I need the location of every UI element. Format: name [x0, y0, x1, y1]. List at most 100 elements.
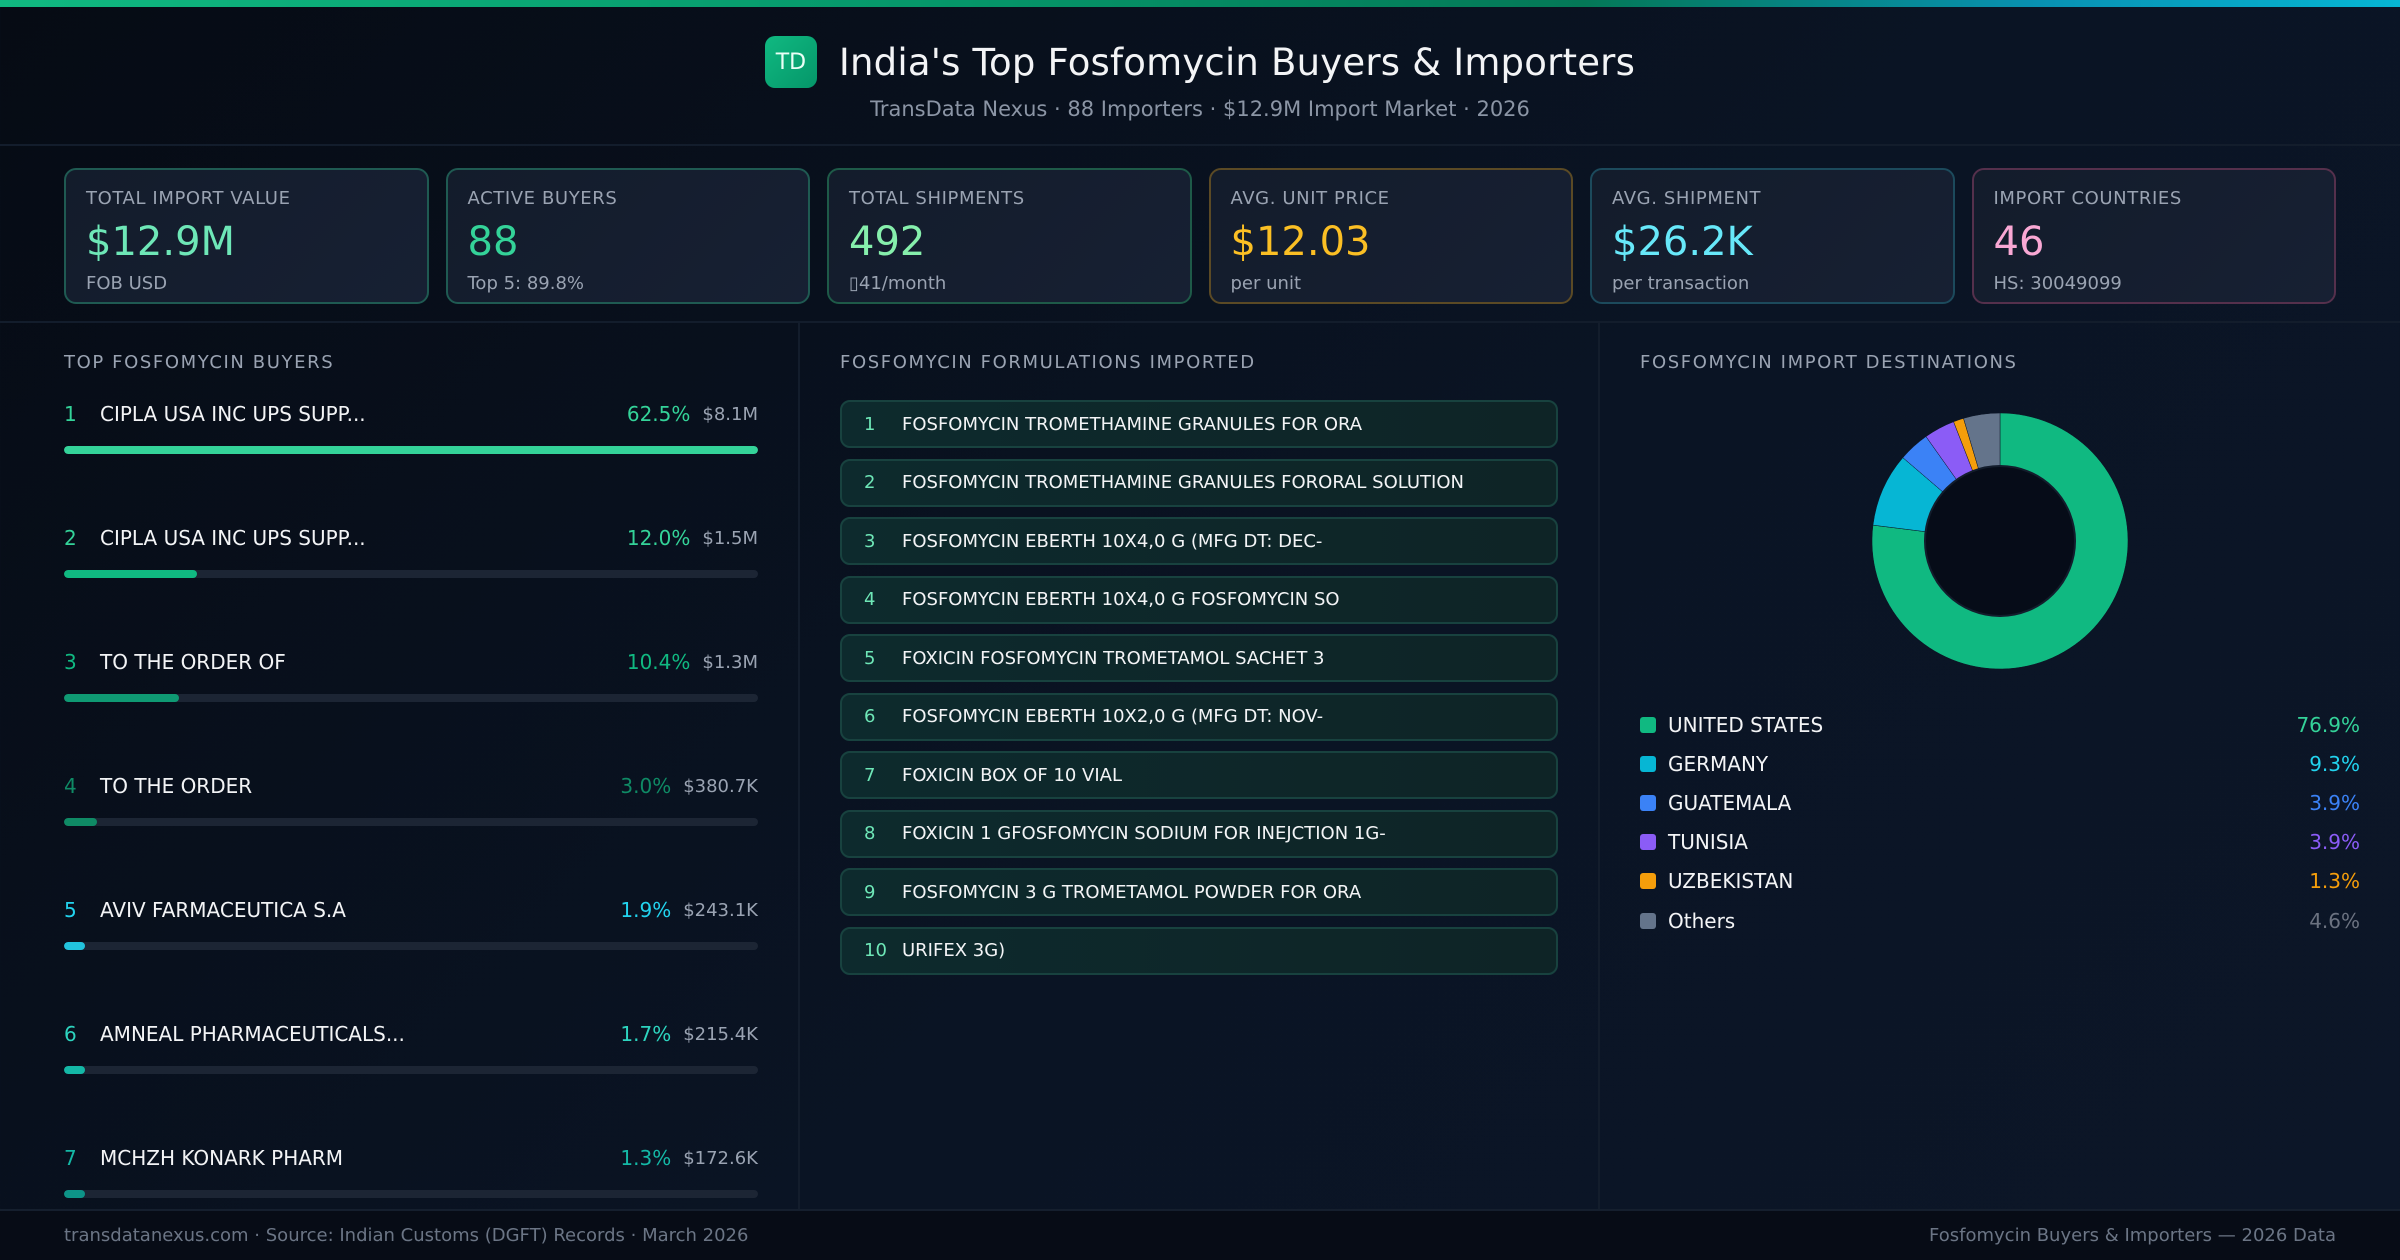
buyer-row[interactable]: 1 CIPLA USA INC UPS SUPP... 62.5% $8.1M — [64, 394, 758, 518]
legend-pct: 3.9% — [2309, 830, 2360, 855]
buyer-name: MCHZH KONARK PHARM — [100, 1146, 344, 1170]
kpi-label: ACTIVE BUYERS — [467, 188, 618, 209]
legend-swatch-icon — [1640, 873, 1656, 890]
kpi-label: IMPORT COUNTRIES — [1993, 188, 2182, 209]
formulation-name: FOSFOMYCIN TROMETHAMINE GRANULES FOR ORA — [902, 413, 1363, 435]
legend-country: UZBEKISTAN — [1668, 869, 1794, 894]
kpi-sub: Top 5: 89.8% — [467, 273, 585, 294]
formulation-name: FOSFOMYCIN EBERTH 10X2,0 G (MFG DT: NOV- — [902, 706, 1324, 727]
buyer-row[interactable]: 6 AMNEAL PHARMACEUTICALS... 1.7% $215.4K — [64, 1014, 758, 1138]
legend-swatch-icon — [1640, 755, 1656, 772]
legend-country: Others — [1668, 908, 1736, 933]
kpi-active-buyers: ACTIVE BUYERS 88 Top 5: 89.8% — [445, 168, 810, 304]
formulation-name: FOSFOMYCIN TROMETHAMINE GRANULES FORORAL… — [902, 472, 1464, 493]
buyer-share-pct: 12.0% — [626, 526, 691, 550]
formulation-item[interactable]: 6 FOSFOMYCIN EBERTH 10X2,0 G (MFG DT: NOV… — [840, 692, 1558, 741]
legend-pct: 4.6% — [2309, 908, 2360, 933]
kpi-label: TOTAL IMPORT VALUE — [86, 188, 291, 209]
legend-swatch-icon — [1640, 794, 1656, 811]
buyer-row-header: 3 TO THE ORDER OF 10.4% $1.3M — [64, 642, 758, 682]
buyers-list: 1 CIPLA USA INC UPS SUPP... 62.5% $8.1M 2 CIP… — [64, 394, 758, 1260]
buyer-share-bar-fill — [64, 942, 85, 950]
buyer-rank: 1 — [64, 402, 77, 426]
formulations-section-title: FOSFOMYCIN FORMULATIONS IMPORTED — [840, 352, 1256, 373]
buyer-row[interactable]: 2 CIPLA USA INC UPS SUPP... 12.0% $1.5M — [64, 518, 758, 642]
buyer-share-bar-fill — [64, 1066, 85, 1074]
legend-swatch-icon — [1640, 716, 1656, 733]
kpi-cards: TOTAL IMPORT VALUE $12.9M FOB USD ACTIVE… — [64, 168, 2336, 304]
buyer-name: AVIV FARMACEUTICA S.A — [100, 898, 346, 922]
kpi-sub: FOB USD — [86, 273, 168, 294]
legend-country: UNITED STATES — [1668, 712, 1824, 737]
legend-item[interactable]: GERMANY 9.3% — [1640, 744, 2360, 783]
formulation-name: FOSFOMYCIN EBERTH 10X4,0 G FOSFOMYCIN SO — [902, 589, 1340, 610]
legend-swatch-icon — [1640, 912, 1656, 929]
buyer-value: $380.7K — [683, 775, 758, 797]
buyer-rank: 4 — [64, 774, 77, 798]
formulation-item[interactable]: 3 FOSFOMYCIN EBERTH 10X4,0 G (MFG DT: DEC… — [840, 517, 1558, 565]
buyer-share-bar — [64, 446, 758, 454]
formulation-item[interactable]: 5 FOXICIN FOSFOMYCIN TROMETAMOL SACHET 3 — [840, 634, 1558, 682]
formulation-item[interactable]: 7 FOXICIN BOX OF 10 VIAL — [840, 751, 1558, 799]
formulation-item[interactable]: 8 FOXICIN 1 GFOSFOMYCIN SODIUM FOR INEJCT… — [840, 809, 1558, 858]
column-divider — [798, 323, 800, 1209]
buyer-row-header: 1 CIPLA USA INC UPS SUPP... 62.5% $8.1M — [64, 394, 758, 434]
buyer-value: $1.3M — [702, 651, 758, 673]
kpi-label: AVG. UNIT PRICE — [1230, 188, 1390, 209]
formulation-name: FOXICIN BOX OF 10 VIAL — [902, 764, 1123, 786]
buyer-value: $243.1K — [683, 899, 758, 921]
footer-caption: Fosfomycin Buyers & Importers — 2026 Dat… — [1929, 1225, 2336, 1246]
kpi-sub: per unit — [1230, 273, 1302, 294]
formulation-rank: 2 — [864, 472, 876, 493]
page-subtitle: TransData Nexus · 88 Importers · $12.9M … — [870, 97, 1530, 121]
kpi-label: TOTAL SHIPMENTS — [849, 188, 1025, 209]
buyer-share-bar-fill — [64, 446, 758, 454]
page-title: India's Top Fosfomycin Buyers & Importer… — [838, 40, 1636, 84]
formulation-rank: 7 — [864, 764, 876, 786]
buyer-share-bar-fill — [64, 1190, 85, 1198]
legend-pct: 76.9% — [2296, 712, 2360, 737]
formulation-item[interactable]: 2 FOSFOMYCIN TROMETHAMINE GRANULES FORORA… — [840, 458, 1558, 507]
buyer-row[interactable]: 7 MCHZH KONARK PHARM 1.3% $172.6K — [64, 1138, 758, 1260]
formulation-item[interactable]: 4 FOSFOMYCIN EBERTH 10X4,0 G FOSFOMYCIN S… — [840, 575, 1558, 624]
buyer-share-bar — [64, 1066, 758, 1074]
buyer-row[interactable]: 3 TO THE ORDER OF 10.4% $1.3M — [64, 642, 758, 766]
column-divider — [1598, 323, 1600, 1209]
buyer-name: CIPLA USA INC UPS SUPP... — [100, 402, 366, 426]
formulation-rank: 8 — [864, 823, 876, 844]
formulation-item[interactable]: 9 FOSFOMYCIN 3 G TROMETAMOL POWDER FOR OR… — [840, 868, 1558, 916]
legend-item[interactable]: GUATEMALA 3.9% — [1640, 783, 2360, 822]
legend-item[interactable]: UZBEKISTAN 1.3% — [1640, 862, 2360, 901]
buyer-share-pct: 62.5% — [626, 402, 691, 426]
buyer-rank: 3 — [64, 650, 77, 674]
buyer-row-header: 7 MCHZH KONARK PHARM 1.3% $172.6K — [64, 1138, 758, 1178]
buyer-share-pct: 1.7% — [620, 1022, 672, 1046]
legend-country: TUNISIA — [1668, 830, 1748, 855]
legend-item[interactable]: UNITED STATES 76.9% — [1640, 705, 2360, 744]
kpi-value: 88 — [467, 219, 519, 265]
legend-item[interactable]: Others 4.6% — [1640, 901, 2360, 940]
brand-row: TD India's Top Fosfomycin Buyers & Impor… — [0, 36, 2400, 88]
formulation-item[interactable]: 1 FOSFOMYCIN TROMETHAMINE GRANULES FOR OR… — [840, 400, 1558, 448]
logo: TD — [764, 36, 817, 88]
buyer-row[interactable]: 4 TO THE ORDER 3.0% $380.7K — [64, 766, 758, 890]
formulation-name: FOSFOMYCIN 3 G TROMETAMOL POWDER FOR ORA — [902, 881, 1362, 903]
legend-item[interactable]: TUNISIA 3.9% — [1640, 823, 2360, 862]
destinations-legend: UNITED STATES 76.9% GERMANY 9.3% GUATEMALA 3.… — [1640, 705, 2360, 940]
buyer-row[interactable]: 5 AVIV FARMACEUTICA S.A 1.9% $243.1K — [64, 890, 758, 1014]
kpi-sub: HS: 30049099 — [1993, 273, 2122, 294]
kpi-sub: ▯41/month — [849, 273, 947, 294]
buyer-share-pct: 10.4% — [626, 650, 691, 674]
kpi-value: 46 — [1993, 219, 2045, 265]
buyer-share-pct: 3.0% — [620, 774, 672, 798]
buyer-row-header: 4 TO THE ORDER 3.0% $380.7K — [64, 766, 758, 806]
kpi-value: $12.03 — [1230, 219, 1371, 265]
divider — [0, 321, 2400, 323]
kpi-label: AVG. SHIPMENT — [1612, 188, 1762, 209]
formulation-item[interactable]: 10 URIFEX 3G) — [840, 926, 1558, 975]
buyer-value: $215.4K — [683, 1023, 758, 1045]
formulation-rank: 1 — [864, 413, 876, 435]
buyer-rank: 7 — [64, 1146, 77, 1170]
legend-swatch-icon — [1640, 834, 1656, 851]
buyer-row-header: 6 AMNEAL PHARMACEUTICALS... 1.7% $215.4K — [64, 1014, 758, 1054]
